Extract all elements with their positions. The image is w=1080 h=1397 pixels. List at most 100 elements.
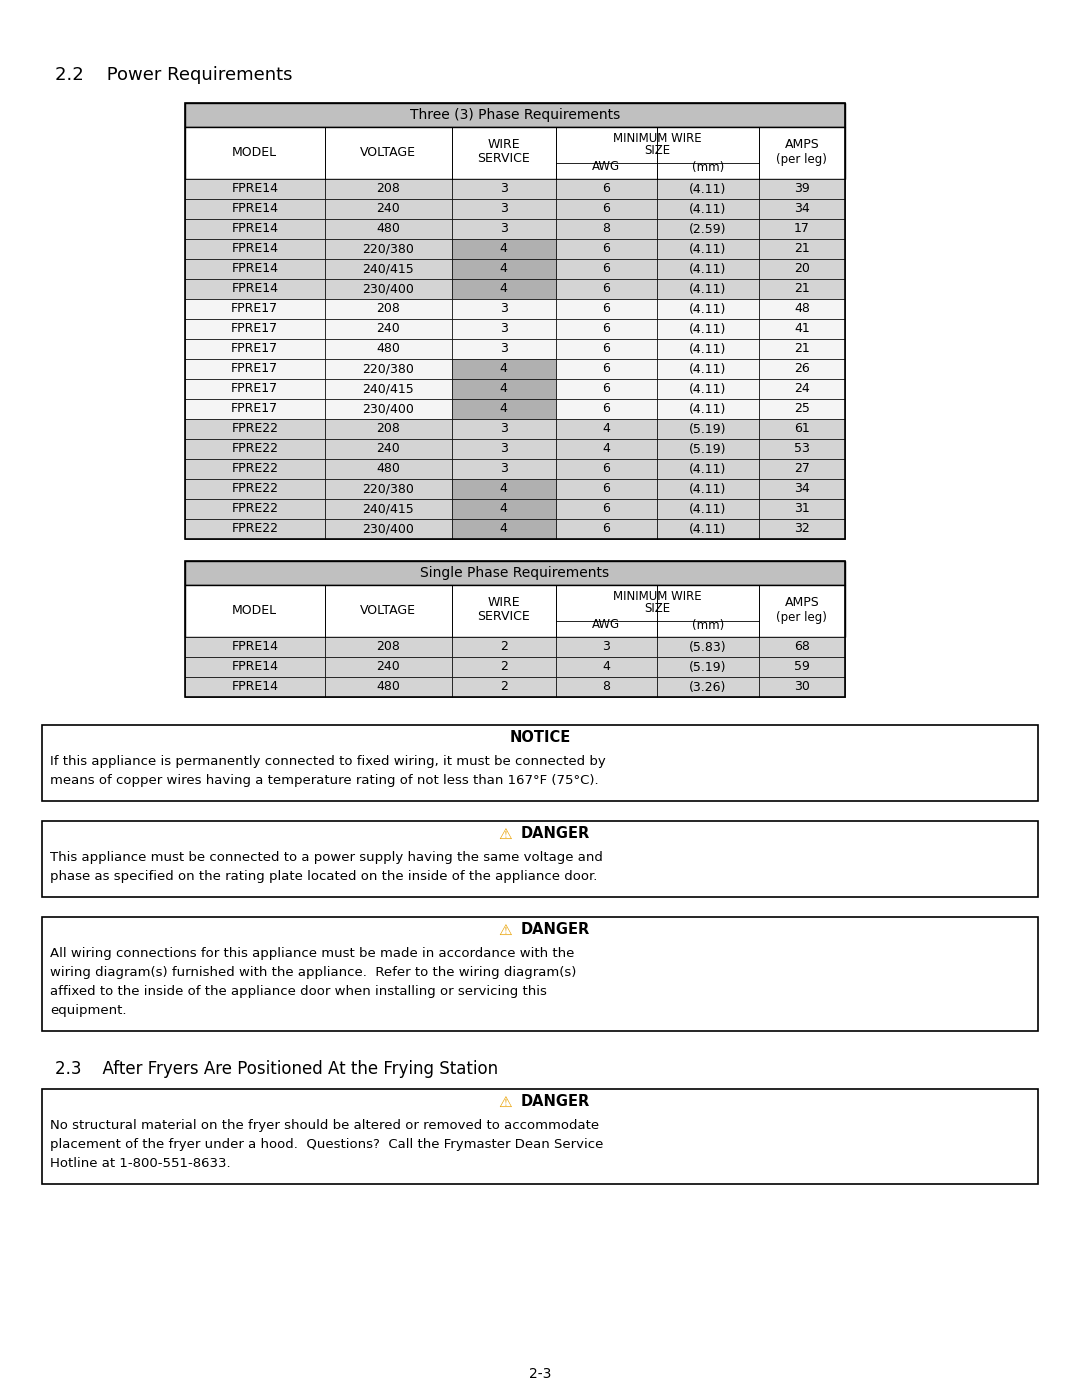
- Bar: [185, 359, 325, 379]
- Bar: [758, 637, 845, 657]
- Bar: [657, 179, 758, 198]
- Text: FPRE14: FPRE14: [231, 203, 279, 215]
- Bar: [451, 419, 555, 439]
- Text: MODEL: MODEL: [232, 605, 278, 617]
- Text: 2: 2: [500, 680, 508, 693]
- Text: (mm): (mm): [692, 619, 724, 631]
- Bar: [451, 319, 555, 339]
- Bar: [451, 520, 555, 539]
- Text: SIZE: SIZE: [644, 602, 671, 616]
- Bar: [657, 258, 758, 279]
- Text: 20: 20: [794, 263, 810, 275]
- Text: 480: 480: [376, 342, 400, 355]
- Bar: [451, 299, 555, 319]
- Bar: [657, 419, 758, 439]
- Text: (4.11): (4.11): [689, 323, 727, 335]
- Text: 240: 240: [376, 203, 400, 215]
- Text: 25: 25: [794, 402, 810, 415]
- Text: 6: 6: [603, 243, 610, 256]
- Text: 3: 3: [500, 303, 508, 316]
- Bar: [185, 198, 325, 219]
- Bar: [657, 439, 758, 460]
- Text: SERVICE: SERVICE: [477, 152, 530, 165]
- Bar: [42, 916, 1038, 1031]
- Text: 480: 480: [376, 222, 400, 236]
- Text: (4.11): (4.11): [689, 503, 727, 515]
- Text: FPRE14: FPRE14: [231, 222, 279, 236]
- Bar: [451, 439, 555, 460]
- Bar: [451, 258, 555, 279]
- Bar: [185, 299, 325, 319]
- Bar: [758, 657, 845, 678]
- Bar: [42, 725, 1038, 800]
- Text: 4: 4: [500, 503, 508, 515]
- Text: 3: 3: [500, 203, 508, 215]
- Text: 240/415: 240/415: [362, 263, 414, 275]
- Text: Hotline at 1-800-551-8633.: Hotline at 1-800-551-8633.: [50, 1157, 231, 1171]
- Text: 240: 240: [376, 661, 400, 673]
- Text: 39: 39: [794, 183, 810, 196]
- Text: (4.11): (4.11): [689, 203, 727, 215]
- Text: 6: 6: [603, 203, 610, 215]
- Text: FPRE22: FPRE22: [231, 462, 279, 475]
- Text: 6: 6: [603, 323, 610, 335]
- Text: 6: 6: [603, 303, 610, 316]
- Bar: [451, 339, 555, 359]
- Text: FPRE22: FPRE22: [231, 422, 279, 436]
- Text: 2-3: 2-3: [529, 1368, 551, 1382]
- Text: 208: 208: [376, 303, 400, 316]
- Text: 220/380: 220/380: [362, 243, 414, 256]
- Bar: [758, 258, 845, 279]
- Text: FPRE17: FPRE17: [231, 342, 279, 355]
- Text: 6: 6: [603, 183, 610, 196]
- Bar: [451, 460, 555, 479]
- Bar: [657, 219, 758, 239]
- Bar: [758, 239, 845, 258]
- Bar: [42, 1090, 1038, 1185]
- Text: If this appliance is permanently connected to fixed wiring, it must be connected: If this appliance is permanently connect…: [50, 754, 606, 768]
- Text: (2.59): (2.59): [689, 222, 727, 236]
- Bar: [185, 460, 325, 479]
- Text: 208: 208: [376, 640, 400, 654]
- Text: 3: 3: [500, 422, 508, 436]
- Text: 4: 4: [500, 402, 508, 415]
- Text: 4: 4: [500, 383, 508, 395]
- Text: MODEL: MODEL: [232, 147, 278, 159]
- Text: (3.26): (3.26): [689, 680, 727, 693]
- Text: 480: 480: [376, 462, 400, 475]
- Text: 53: 53: [794, 443, 810, 455]
- Bar: [451, 637, 555, 657]
- Text: 6: 6: [603, 263, 610, 275]
- Text: Single Phase Requirements: Single Phase Requirements: [420, 566, 609, 580]
- Text: 240: 240: [376, 443, 400, 455]
- Bar: [758, 520, 845, 539]
- Text: This appliance must be connected to a power supply having the same voltage and: This appliance must be connected to a po…: [50, 851, 603, 863]
- Bar: [555, 179, 657, 198]
- Text: 240/415: 240/415: [362, 383, 414, 395]
- Text: FPRE14: FPRE14: [231, 243, 279, 256]
- Bar: [758, 339, 845, 359]
- Text: (4.11): (4.11): [689, 362, 727, 376]
- Bar: [657, 299, 758, 319]
- Bar: [657, 657, 758, 678]
- Bar: [758, 179, 845, 198]
- Text: VOLTAGE: VOLTAGE: [360, 605, 416, 617]
- Text: 6: 6: [603, 362, 610, 376]
- Text: (4.11): (4.11): [689, 183, 727, 196]
- Bar: [758, 678, 845, 697]
- Text: 8: 8: [603, 680, 610, 693]
- Bar: [185, 562, 845, 585]
- Bar: [555, 400, 657, 419]
- Text: FPRE17: FPRE17: [231, 383, 279, 395]
- Bar: [657, 479, 758, 499]
- Text: (per leg): (per leg): [777, 610, 827, 623]
- Bar: [185, 400, 325, 419]
- Bar: [555, 299, 657, 319]
- Bar: [185, 379, 325, 400]
- Text: (4.11): (4.11): [689, 243, 727, 256]
- Bar: [325, 637, 451, 657]
- Text: equipment.: equipment.: [50, 1004, 126, 1017]
- Text: FPRE22: FPRE22: [231, 503, 279, 515]
- Text: 30: 30: [794, 680, 810, 693]
- Bar: [185, 319, 325, 339]
